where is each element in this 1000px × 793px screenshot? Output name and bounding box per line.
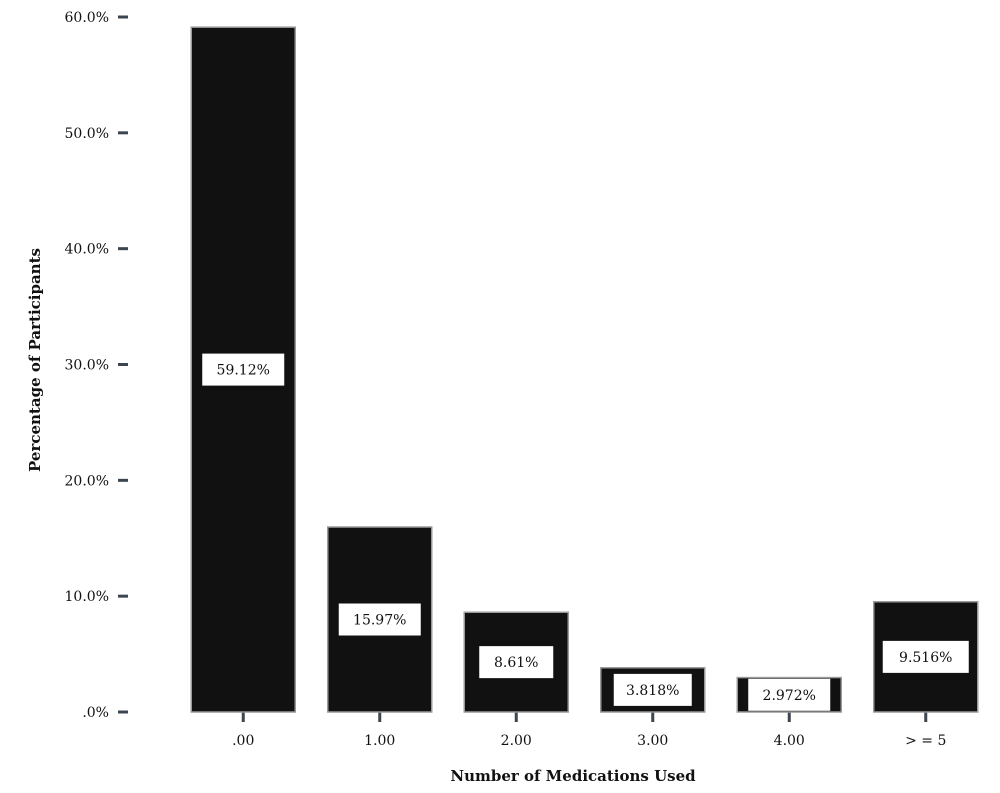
data-label: 3.818% <box>626 683 679 699</box>
x-tick-label: 2.00 <box>501 733 532 749</box>
y-tick-label: 40.0% <box>65 242 109 258</box>
data-label: 2.972% <box>763 688 816 704</box>
y-axis-title: Percentage of Participants <box>26 248 44 472</box>
y-tick-label: 60.0% <box>65 10 109 26</box>
x-tick-label: > = 5 <box>905 733 946 749</box>
bars <box>190 26 979 713</box>
data-label-box <box>748 678 831 711</box>
data-labels: 59.12% 15.97% 8.61% 3.818% 2.972% 9.516% <box>202 353 969 711</box>
y-tick-label: 10.0% <box>65 589 109 605</box>
data-label: 15.97% <box>353 613 406 629</box>
data-label-box <box>613 673 692 706</box>
data-label-box <box>882 640 969 673</box>
x-tick-label: .00 <box>232 733 254 749</box>
y-tick-label: 30.0% <box>65 358 109 374</box>
data-label-box <box>338 603 421 636</box>
x-axis: .00 1.00 2.00 3.00 4.00 > = 5 <box>232 712 946 749</box>
x-tick-label: 3.00 <box>637 733 668 749</box>
x-tick-label: 4.00 <box>774 733 805 749</box>
data-label-box <box>202 353 285 386</box>
y-tick-label: 50.0% <box>65 126 109 142</box>
data-label: 59.12% <box>217 363 270 379</box>
data-label: 8.61% <box>494 655 538 671</box>
x-tick-label: 1.00 <box>364 733 395 749</box>
x-axis-title: Number of Medications Used <box>450 767 696 785</box>
data-label-box <box>479 646 554 679</box>
data-label: 9.516% <box>899 650 952 666</box>
y-axis: .0% 10.0% 20.0% 30.0% 40.0% 50.0% 60.0% <box>65 10 128 721</box>
y-tick-label: 20.0% <box>65 473 109 489</box>
y-tick-label: .0% <box>82 705 109 721</box>
